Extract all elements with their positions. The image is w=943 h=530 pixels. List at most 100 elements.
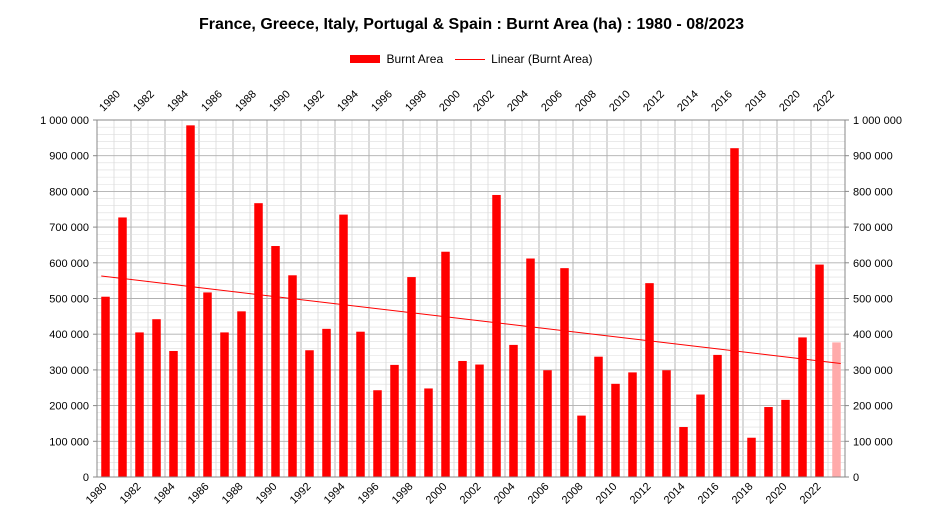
y-tick-label-right: 200 000 bbox=[853, 401, 893, 413]
bar-1987 bbox=[220, 332, 229, 477]
bar-2016 bbox=[713, 354, 722, 477]
x-tick-label-bottom: 2016 bbox=[696, 481, 722, 507]
trendline bbox=[101, 275, 841, 364]
x-tick-label-top: 2004 bbox=[505, 88, 531, 114]
x-tick-label-top: 2008 bbox=[573, 88, 599, 114]
x-tick-label-top: 2016 bbox=[709, 88, 735, 114]
x-tick-label-bottom: 2012 bbox=[628, 481, 654, 507]
y-tick-label-left: 900 000 bbox=[49, 151, 89, 163]
bar-2007 bbox=[560, 268, 569, 477]
x-tick-label-top: 2022 bbox=[811, 88, 837, 114]
x-tick-label-top: 1992 bbox=[301, 88, 327, 114]
bar-2011 bbox=[628, 372, 637, 477]
y-tick-label-right: 300 000 bbox=[853, 365, 893, 377]
x-tick-label-top: 2002 bbox=[471, 88, 497, 114]
x-tick-label-bottom: 1996 bbox=[356, 481, 382, 507]
bar-1996 bbox=[373, 390, 382, 477]
legend-entry-burnt-area: Burnt Area bbox=[350, 52, 443, 66]
x-tick-label-top: 1988 bbox=[233, 88, 259, 114]
x-tick-label-bottom: 1980 bbox=[84, 481, 110, 507]
x-tick-label-bottom: 1986 bbox=[186, 481, 212, 507]
legend-swatch-line bbox=[455, 58, 486, 60]
chart-title: France, Greece, Italy, Portugal & Spain … bbox=[198, 16, 745, 33]
bar-2023 bbox=[832, 342, 841, 477]
bar-1993 bbox=[322, 328, 331, 477]
legend: Burnt Area Linear (Burnt Area) bbox=[0, 52, 943, 66]
bar-2014 bbox=[679, 427, 688, 477]
bar-2019 bbox=[764, 407, 773, 477]
bar-2012 bbox=[645, 283, 654, 477]
x-tick-label-top: 1996 bbox=[369, 88, 395, 114]
legend-entry-linear: Linear (Burnt Area) bbox=[455, 52, 593, 66]
x-tick-label-bottom: 2004 bbox=[492, 481, 518, 507]
y-tick-label-right: 500 000 bbox=[853, 294, 893, 306]
bar-2008 bbox=[577, 415, 586, 477]
x-tick-label-bottom: 1994 bbox=[322, 481, 348, 507]
x-tick-label-top: 2012 bbox=[641, 88, 667, 114]
y-tick-label-right: 1 000 000 bbox=[853, 115, 902, 127]
bar-2000 bbox=[441, 251, 450, 477]
bar-1995 bbox=[356, 331, 365, 477]
bar-2004 bbox=[509, 344, 518, 477]
x-tick-label-bottom: 1998 bbox=[390, 481, 416, 507]
y-tick-label-left: 500 000 bbox=[49, 294, 89, 306]
x-tick-label-top: 1998 bbox=[403, 88, 429, 114]
x-tick-label-top: 1982 bbox=[131, 88, 157, 114]
bar-1991 bbox=[288, 275, 297, 477]
bar-2010 bbox=[611, 383, 620, 477]
x-tick-label-top: 1990 bbox=[267, 88, 293, 114]
x-tick-label-bottom: 2014 bbox=[662, 481, 688, 507]
y-tick-label-left: 300 000 bbox=[49, 365, 89, 377]
bar-2001 bbox=[458, 360, 467, 477]
x-tick-label-bottom: 2000 bbox=[424, 481, 450, 507]
x-tick-label-top: 1980 bbox=[97, 88, 123, 114]
x-tick-label-top: 2014 bbox=[675, 88, 701, 114]
x-tick-label-top: 1984 bbox=[165, 88, 191, 114]
bar-1992 bbox=[305, 350, 314, 477]
bar-1982 bbox=[135, 332, 144, 477]
x-tick-label-top: 1986 bbox=[199, 88, 225, 114]
bar-1999 bbox=[424, 388, 433, 477]
bar-1997 bbox=[390, 364, 399, 477]
y-tick-label-right: 0 bbox=[853, 472, 859, 484]
x-tick-label-bottom: 1990 bbox=[254, 481, 280, 507]
x-tick-label-bottom: 1988 bbox=[220, 481, 246, 507]
y-tick-label-left: 600 000 bbox=[49, 258, 89, 270]
bar-1984 bbox=[169, 350, 178, 477]
y-tick-label-left: 700 000 bbox=[49, 222, 89, 234]
bar-2018 bbox=[747, 437, 756, 477]
x-tick-label-top: 1994 bbox=[335, 88, 361, 114]
x-tick-label-bottom: 2020 bbox=[764, 481, 790, 507]
x-tick-label-top: 2010 bbox=[607, 88, 633, 114]
x-tick-label-bottom: 1982 bbox=[118, 481, 144, 507]
y-tick-label-left: 200 000 bbox=[49, 401, 89, 413]
bar-2015 bbox=[696, 394, 705, 477]
bar-2022 bbox=[815, 264, 824, 477]
x-tick-label-top: 2006 bbox=[539, 88, 565, 114]
bar-1994 bbox=[339, 214, 348, 478]
bar-1988 bbox=[237, 311, 246, 477]
bar-2017 bbox=[730, 148, 739, 477]
bar-2009 bbox=[594, 356, 603, 477]
legend-label-linear: Linear (Burnt Area) bbox=[491, 52, 593, 66]
y-tick-label-right: 700 000 bbox=[853, 222, 893, 234]
y-tick-label-right: 900 000 bbox=[853, 151, 893, 163]
x-tick-label-bottom: 2010 bbox=[594, 481, 620, 507]
bar-2002 bbox=[475, 364, 484, 477]
bar-2006 bbox=[543, 370, 552, 477]
y-tick-label-left: 0 bbox=[83, 472, 89, 484]
y-tick-label-right: 100 000 bbox=[853, 436, 893, 448]
x-tick-label-top: 2000 bbox=[437, 88, 463, 114]
bar-2003 bbox=[492, 194, 501, 477]
x-tick-label-top: 2020 bbox=[777, 88, 803, 114]
x-tick-label-bottom: 1992 bbox=[288, 481, 314, 507]
y-tick-label-right: 400 000 bbox=[853, 329, 893, 341]
legend-swatch-bar bbox=[350, 55, 381, 63]
bar-2005 bbox=[526, 258, 535, 477]
x-tick-label-bottom: 2002 bbox=[458, 481, 484, 507]
bar-1981 bbox=[118, 217, 127, 477]
x-tick-label-bottom: 2022 bbox=[798, 481, 824, 507]
legend-label-burnt-area: Burnt Area bbox=[386, 52, 444, 66]
x-tick-label-bottom: 2018 bbox=[730, 481, 756, 507]
